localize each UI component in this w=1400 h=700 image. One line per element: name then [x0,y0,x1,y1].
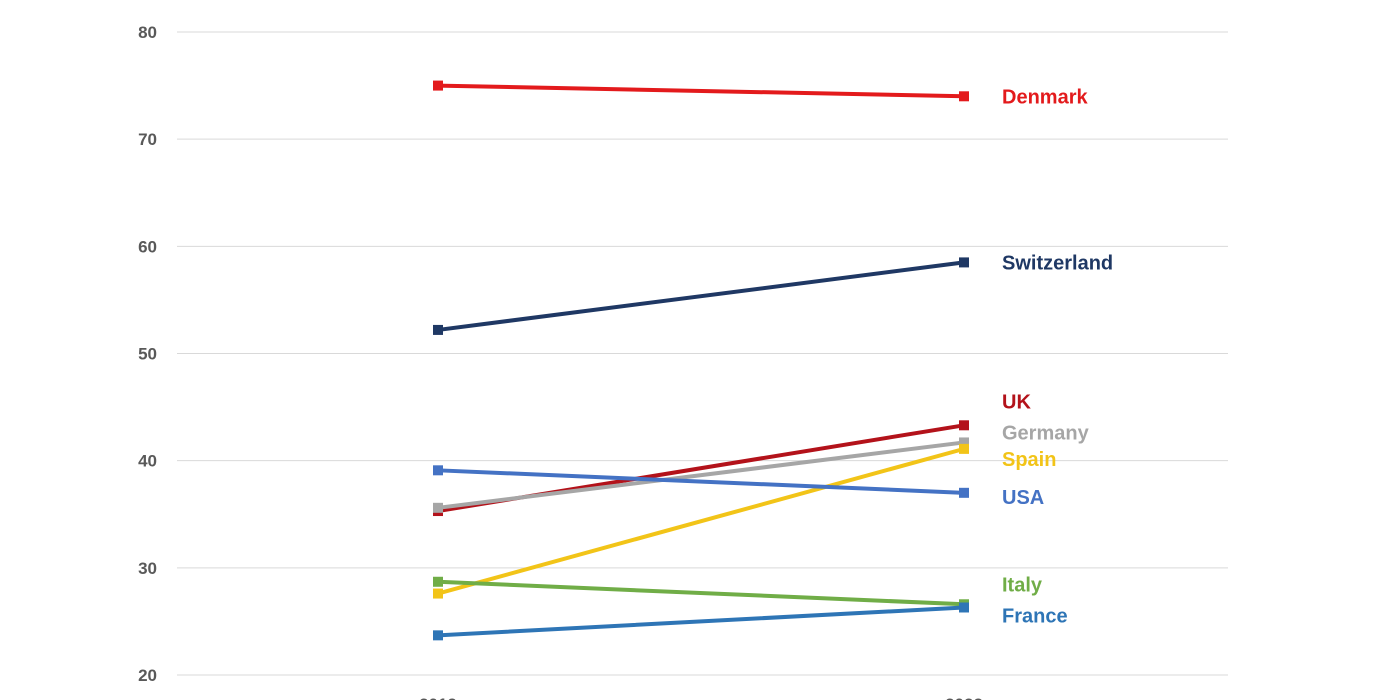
x-axis-ticks: 2019 2022 [419,695,983,700]
series-labels: Denmark Switzerland UK Germany Spain USA Italy… [1002,86,1113,627]
y-tick-label: 30 [138,559,157,578]
y-axis-ticks: 20 30 40 50 60 70 80 [138,23,157,685]
y-tick-label: 50 [138,345,157,364]
data-point-italy-2019 [433,576,443,587]
data-point-spain-2019 [433,588,443,599]
series-label-france: France [1002,605,1068,627]
series-label-spain: Spain [1002,449,1056,471]
series-group [433,80,969,641]
y-tick-label: 60 [138,237,157,256]
series-line-germany [436,440,966,510]
series-line-usa [436,468,966,495]
series-label-switzerland: Switzerland [1002,252,1113,274]
series-line-denmark [436,83,966,99]
y-tick-label: 20 [138,666,157,685]
series-line-switzerland [436,260,966,332]
x-tick-label: 2019 [419,695,457,700]
series-line-spain [436,446,966,596]
series-line-italy [436,579,966,607]
y-tick-label: 70 [138,130,157,149]
data-point-france-2022 [959,602,969,613]
data-point-france-2019 [433,630,443,641]
series-label-italy: Italy [1002,574,1043,596]
data-point-germany-2022 [959,437,969,448]
series-label-germany: Germany [1002,422,1090,444]
data-point-switzerland-2019 [433,324,443,335]
y-tick-label: 80 [138,23,157,42]
data-point-usa-2022 [959,487,969,498]
gridlines [177,31,1228,676]
series-label-uk: UK [1002,391,1031,413]
data-point-switzerland-2022 [959,257,969,268]
data-point-spain-2022 [959,443,969,454]
series-line-france [436,605,966,638]
data-point-denmark-2022 [959,91,969,102]
data-point-uk-2022 [959,420,969,431]
y-tick-label: 40 [138,452,157,471]
series-label-denmark: Denmark [1002,86,1088,108]
series-label-usa: USA [1002,487,1044,509]
x-tick-label: 2022 [945,695,983,700]
data-point-germany-2019 [433,502,443,513]
data-point-usa-2019 [433,465,443,476]
data-point-denmark-2019 [433,80,443,91]
